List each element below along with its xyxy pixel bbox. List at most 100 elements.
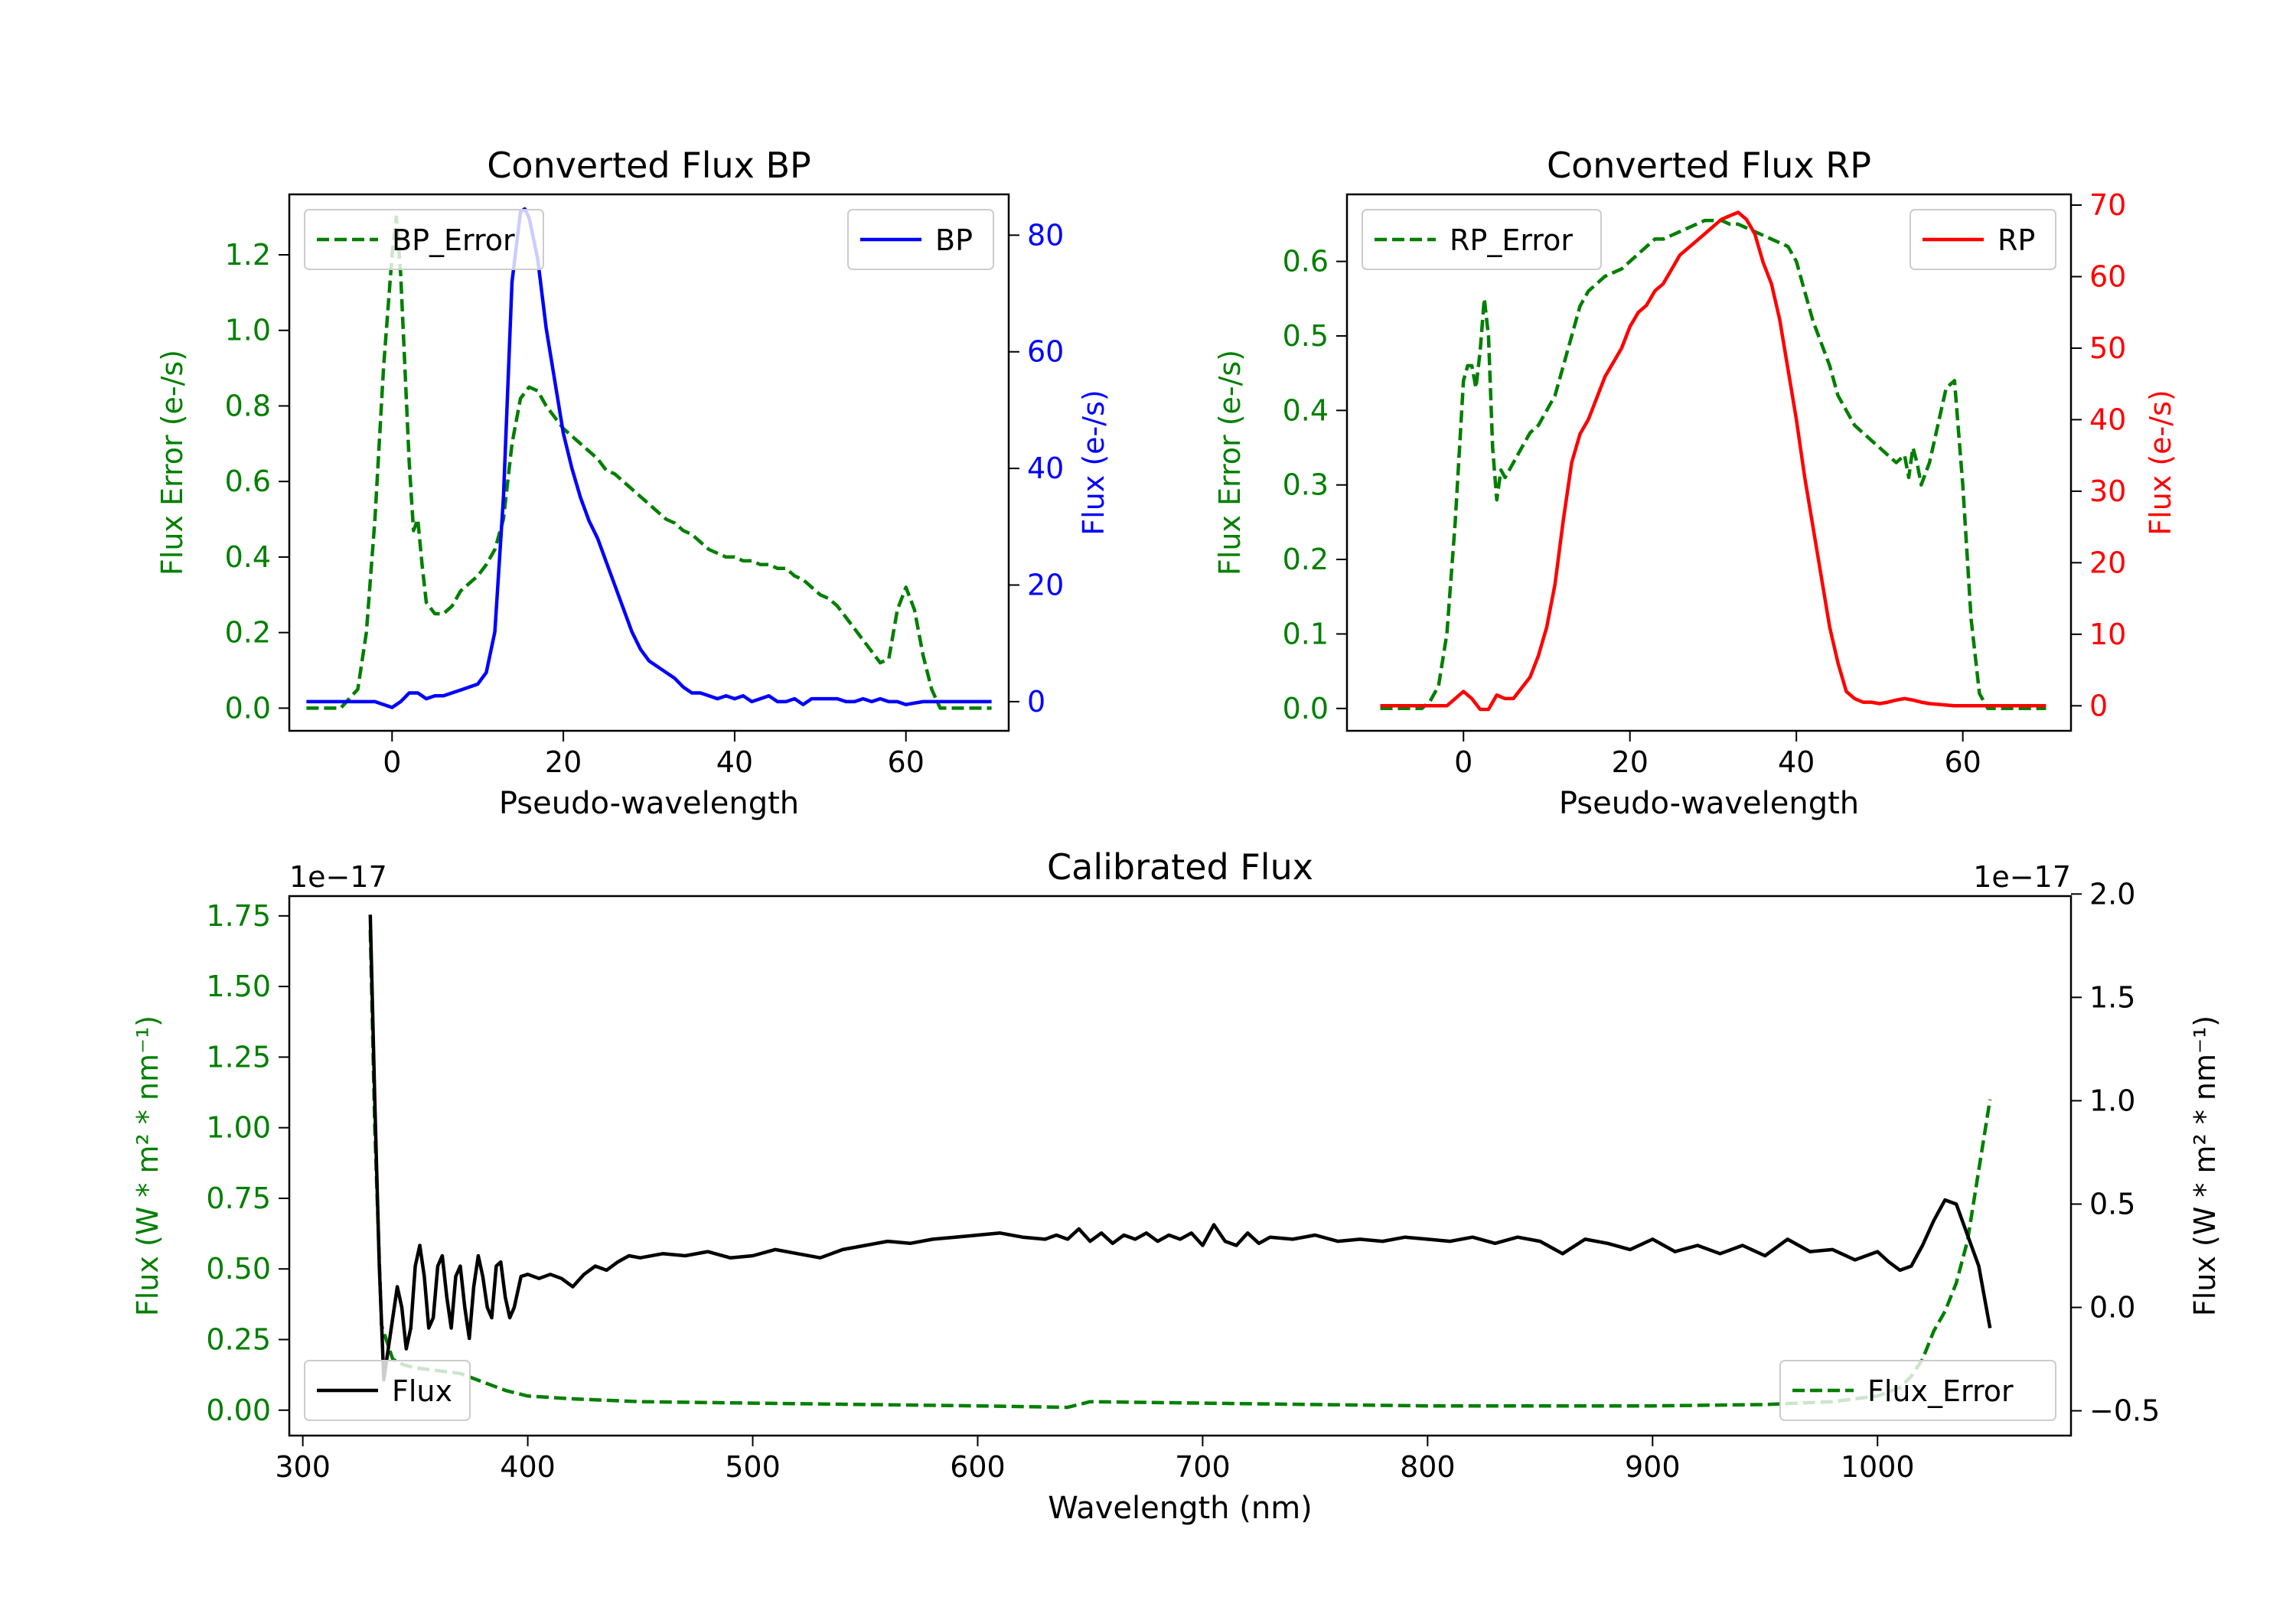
series-line-bp [306, 207, 992, 709]
left-y-tick-label: 0.8 [225, 389, 271, 422]
left-y-tick-label: 0.0 [225, 691, 271, 725]
x-tick-label: 60 [888, 745, 925, 779]
legend-box [304, 1360, 471, 1421]
legend[interactable]: RP [1910, 209, 2056, 270]
x-tick-label: 0 [1454, 745, 1473, 779]
chart-panels: Converted Flux BP 0 20 40 60 Pseudo-wavelengt… [131, 145, 2222, 1526]
legend[interactable]: BP_Error [304, 209, 544, 270]
x-tick-label: 500 [725, 1450, 781, 1484]
plot-area [1380, 210, 2047, 712]
x-axis-ticks: 0 20 40 60 [1454, 731, 1981, 779]
plot-frame [1345, 193, 2073, 732]
left-y-tick-label: 0.3 [1283, 468, 1329, 502]
left-y-tick-label: 1.75 [206, 899, 271, 933]
legend[interactable]: BP [847, 209, 994, 270]
plot-area [306, 207, 992, 710]
left-y-tick-label: 1.25 [206, 1040, 271, 1074]
series-line-rp [1380, 210, 2047, 712]
x-tick-label: 600 [950, 1450, 1006, 1484]
left-y-axis-label: Flux Error (e-/s) [1213, 350, 1247, 575]
left-y-tick-label: 0.00 [206, 1393, 271, 1427]
right-y-tick-label: 40 [1027, 451, 1064, 485]
right-y-tick-label: 40 [2089, 403, 2126, 436]
right-y-tick-label: 10 [2089, 618, 2126, 651]
left-y-axis-ticks: 0.0 0.2 0.4 0.6 0.8 1.0 1.2 [225, 238, 289, 725]
left-y-axis-label: Flux (W * m² * nm⁻¹) [131, 1015, 165, 1316]
legend-label: Flux_Error [1867, 1374, 2014, 1408]
x-axis-label: Pseudo-wavelength [1559, 786, 1859, 821]
legend-box [304, 209, 544, 270]
x-axis-ticks: 0 20 40 60 [383, 731, 925, 779]
x-tick-label: 0 [383, 745, 401, 779]
x-tick-label: 20 [545, 745, 582, 779]
x-tick-label: 40 [1778, 745, 1815, 779]
left-y-tick-label: 0.2 [225, 616, 271, 650]
left-y-tick-label: 0.4 [1283, 393, 1329, 427]
legend-label: BP_Error [392, 223, 515, 257]
right-y-tick-label: 20 [1027, 569, 1064, 602]
right-axis-offset-label: 1e−17 [1973, 860, 2071, 894]
left-axis-offset-label: 1e−17 [289, 860, 387, 894]
series-line-rp-error [1380, 218, 2047, 711]
left-y-axis-ticks: 0.0 0.1 0.2 0.3 0.4 0.5 0.6 [1283, 245, 1347, 725]
x-axis-label: Pseudo-wavelength [499, 786, 799, 821]
left-y-tick-label: 0.1 [1283, 617, 1329, 650]
chart-rp: Converted Flux RP 0 20 40 60 Pseudo-wavelengt… [1213, 145, 2177, 821]
right-y-tick-label: 1.5 [2089, 980, 2135, 1014]
x-tick-label: 900 [1625, 1450, 1681, 1484]
right-y-tick-label: −0.5 [2089, 1394, 2160, 1428]
right-y-axis-label: Flux (W * m² * nm⁻¹) [2188, 1015, 2222, 1316]
right-y-axis-ticks: 0 10 20 30 40 50 60 70 [2071, 188, 2126, 722]
right-y-tick-label: 50 [2089, 331, 2126, 365]
x-tick-label: 20 [1612, 745, 1649, 779]
right-y-tick-label: 0.5 [2089, 1187, 2135, 1221]
right-y-tick-label: 20 [2089, 546, 2126, 579]
legend-label: RP [1998, 223, 2035, 257]
right-y-axis-ticks: 0 20 40 60 80 [1009, 218, 1064, 719]
x-tick-label: 1000 [1841, 1450, 1915, 1484]
chart-title: Converted Flux RP [1547, 145, 1871, 186]
x-tick-label: 60 [1944, 745, 1981, 779]
legend[interactable]: RP_Error [1362, 209, 1602, 270]
x-axis-ticks: 300 400 500 600 700 800 900 1000 [275, 1436, 1915, 1484]
left-y-tick-label: 0.0 [1283, 692, 1329, 725]
chart-bp: Converted Flux BP 0 20 40 60 Pseudo-wavelengt… [155, 145, 1110, 821]
legend[interactable]: Flux_Error [1779, 1360, 2056, 1421]
plot-frame [288, 193, 1010, 732]
left-y-tick-label: 0.2 [1283, 543, 1329, 576]
right-y-tick-label: 0 [2089, 689, 2108, 722]
left-y-tick-label: 1.2 [225, 238, 271, 272]
series-line-bp-error [306, 215, 992, 710]
legend-box [1362, 209, 1602, 270]
chart-title: Calibrated Flux [1047, 846, 1313, 888]
right-y-tick-label: 30 [2089, 474, 2126, 508]
legend-box [1779, 1360, 2056, 1421]
legend-label: BP [935, 223, 973, 257]
left-y-tick-label: 0.5 [1283, 319, 1329, 353]
right-y-tick-label: 80 [1027, 218, 1064, 252]
right-y-tick-label: 1.0 [2089, 1084, 2135, 1117]
right-y-tick-label: 0.0 [2089, 1291, 2135, 1325]
right-y-axis-label: Flux (e-/s) [2144, 390, 2177, 535]
x-tick-label: 800 [1400, 1450, 1456, 1484]
chart-cal: Calibrated Flux 300 400 500 600 700 800 900 1000… [131, 846, 2222, 1526]
left-y-tick-label: 0.25 [206, 1323, 271, 1357]
right-y-tick-label: 70 [2089, 188, 2126, 222]
chart-title: Converted Flux BP [487, 145, 811, 186]
left-y-tick-label: 0.4 [225, 540, 271, 574]
x-axis-label: Wavelength (nm) [1048, 1491, 1313, 1526]
left-y-tick-label: 0.50 [206, 1252, 271, 1286]
right-y-axis-label: Flux (e-/s) [1077, 390, 1110, 535]
right-y-axis-ticks: −0.5 0.0 0.5 1.0 1.5 2.0 [2071, 877, 2160, 1428]
right-y-tick-label: 2.0 [2089, 877, 2135, 911]
left-y-tick-label: 1.50 [206, 970, 271, 1003]
x-tick-label: 400 [500, 1450, 556, 1484]
legend-label: RP_Error [1450, 223, 1573, 257]
legend[interactable]: Flux [304, 1360, 471, 1421]
plot-frame [288, 895, 2073, 1437]
left-y-tick-label: 0.6 [1283, 245, 1329, 279]
x-tick-label: 300 [275, 1450, 331, 1484]
left-y-axis-ticks: 0.00 0.25 0.50 0.75 1.00 1.25 1.50 1.75 [206, 899, 289, 1427]
right-y-tick-label: 60 [1027, 335, 1064, 369]
